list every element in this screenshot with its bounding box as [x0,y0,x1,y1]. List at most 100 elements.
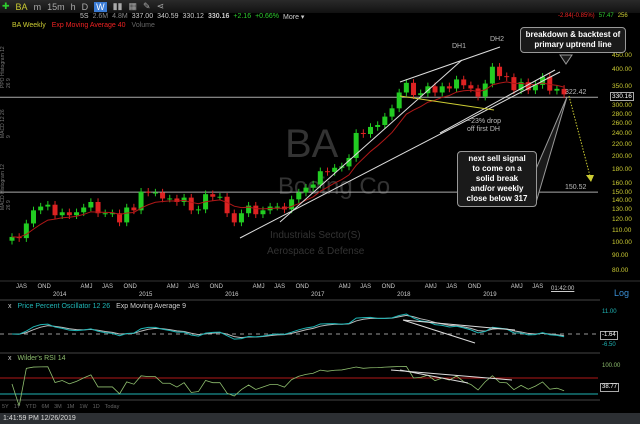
range-6m[interactable]: 6M [41,404,50,410]
range-selector: 5Y 1Y YTD 6M 3M 1M 1W 1D Today [2,404,119,410]
ppo-tick: -6.50 [602,342,616,348]
range-5y[interactable]: 5Y [2,404,9,410]
dh2-label: DH2 [490,36,505,43]
y-tick-label: 300.00 [612,102,632,110]
rsi-title[interactable]: Wilder's RSI 14 [17,355,66,362]
candle [432,86,438,93]
legend-ema[interactable]: Exp Moving Average 40 [51,22,126,29]
candle [468,85,474,89]
layout-icon[interactable]: ▦ [128,1,138,11]
candle [95,202,101,214]
y-tick-label: 110.00 [612,227,632,235]
candle [210,194,216,197]
candle [238,213,244,223]
y-tick-label: 160.00 [612,180,632,188]
projection-arrow [568,95,591,177]
range-3m[interactable]: 3M [54,404,62,410]
drop-line: off first DH [467,126,500,133]
legend-series[interactable]: BA Weekly [12,22,46,29]
year-label: 2015 [139,292,153,298]
callout-sell-signal: next sell signal to come on a solid brea… [457,151,537,207]
x-tick-label: OND [295,284,309,290]
candle [310,184,316,188]
candle [181,197,187,203]
candle [260,210,266,215]
right-a: 57.47 [598,13,614,19]
quote-bar: 5S 2.6M 4.8M 337.00 340.59 330.12 330.16… [80,13,304,21]
close-ppo-icon[interactable]: x [8,303,12,310]
x-tick-label: AMJ [166,284,179,290]
add-icon[interactable]: ✚ [2,1,10,11]
x-tick-label: JAS [188,284,200,290]
right-change: -2.84(-0.85%) [558,13,595,19]
x-tick-label: JAS [532,284,544,290]
candle [504,76,510,78]
y-tick-label: 140.00 [612,197,632,205]
bar-chart-icon[interactable]: ▮▮ [112,1,123,11]
ppo-signal-title[interactable]: Exp Moving Average 9 [116,303,187,310]
year-label: 2017 [311,292,325,298]
y-tick-label: 130.00 [612,206,632,214]
legend-volume[interactable]: Volume [131,22,155,29]
draw-icon[interactable]: ✎ [143,1,151,11]
candle [317,171,323,185]
y-tick-label: 280.00 [612,110,632,118]
interval-h[interactable]: h [70,1,76,12]
candle [489,66,495,84]
more-button[interactable]: More ▾ [283,14,305,21]
range-1d[interactable]: 1D [92,404,100,410]
x-tick-label: JAS [102,284,114,290]
callout-line: next sell signal [468,154,526,163]
x-tick-label: OND [209,284,223,290]
ppo-last: -1.64 [600,331,618,340]
candle [360,132,366,135]
range-1w[interactable]: 1W [79,404,88,410]
quote-change-pct: +0.66% [255,13,280,20]
candle [547,76,553,91]
ppo-title[interactable]: Price Percent Oscillator 12 26 [17,303,111,310]
interval-w[interactable]: W [94,1,107,12]
chart-legend: BA Weekly Exp Moving Average 40 Volume [12,22,155,29]
rsi-header: x Wilder's RSI 14 [8,355,66,362]
log-scale-button[interactable]: Log [614,288,630,298]
y-tick-label: 180.00 [612,165,632,173]
symbol[interactable]: BA [15,1,28,12]
range-ytd[interactable]: YTD [25,404,37,410]
projection-arrowhead [586,175,594,182]
rsi-line [11,365,565,407]
candle [475,88,481,97]
callout-line: to come on a [472,164,522,173]
callout-line: close below 317 [466,194,528,203]
y-tick-label: 120.00 [612,216,632,224]
ppo-header: x Price Percent Oscillator 12 26 Exp Mov… [8,303,186,310]
y-tick-label: 260.00 [612,120,632,128]
range-1m[interactable]: 1M [66,404,75,410]
candle [382,116,388,126]
interval-m[interactable]: m [33,1,42,12]
interval-15m[interactable]: 15m [47,1,65,12]
trendline [399,46,501,83]
candle [231,213,237,223]
candle [31,210,37,224]
close-rsi-icon[interactable]: x [8,355,12,362]
candle [145,191,151,193]
rsi-tick: 100.00 [602,363,621,369]
candle [195,209,201,211]
share-icon[interactable]: ⋖ [156,1,165,11]
interval-d[interactable]: D [81,1,89,12]
range-1y[interactable]: 1Y [13,404,21,410]
ppo-tick: 11.00 [602,309,617,315]
candle [332,167,338,172]
ppo-divergence-line [402,319,516,331]
callout-line: solid break [475,174,519,183]
candle [23,223,29,239]
x-tick-label: AMJ [80,284,93,290]
candle [160,192,166,199]
candle [518,82,524,91]
callout-pointer [559,54,573,65]
year-label: 2014 [53,292,67,298]
quote-high: 340.59 [157,13,179,20]
candle [224,196,230,214]
current-price-tag: 330.16 [610,92,634,101]
range-today[interactable]: Today [104,404,120,410]
